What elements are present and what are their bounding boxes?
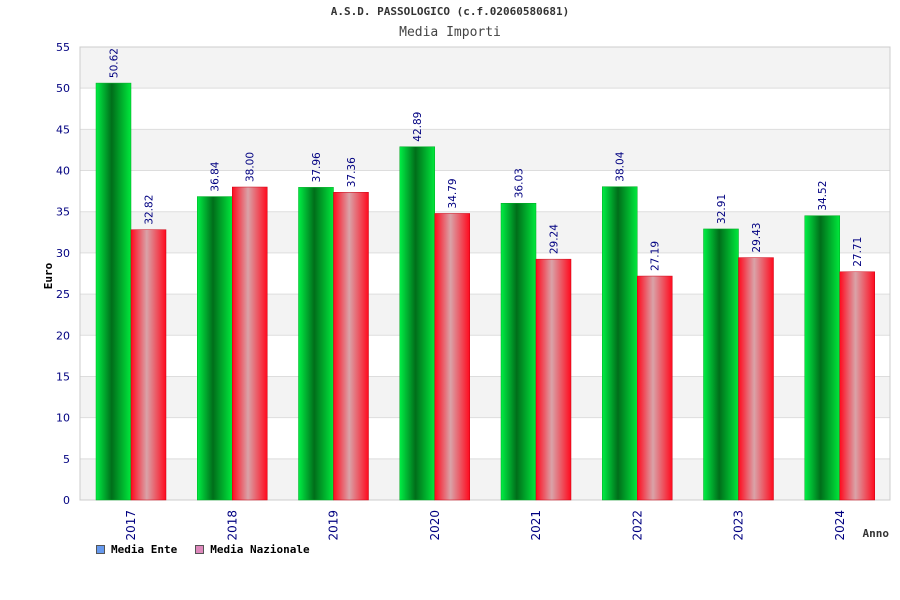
bar-media-ente: [197, 196, 233, 501]
x-tick-label: 2021: [529, 510, 543, 541]
data-label: 32.82: [144, 195, 156, 225]
data-label: 27.19: [650, 241, 662, 271]
y-tick-label: 10: [56, 412, 70, 425]
data-label: 27.71: [852, 237, 864, 267]
x-tick-label: 2019: [327, 510, 341, 541]
grid-band: [80, 129, 890, 171]
y-tick-label: 25: [56, 288, 70, 301]
data-label: 37.96: [311, 152, 323, 182]
bar-media-nazionale: [333, 192, 369, 501]
bar-media-ente: [95, 82, 132, 501]
data-label: 29.24: [549, 224, 561, 254]
bar-media-nazionale: [738, 257, 774, 501]
bar-media-nazionale: [535, 258, 572, 501]
legend: Media Ente Media Nazionale: [96, 543, 310, 556]
chart-title: A.S.D. PASSOLOGICO (c.f.02060580681): [330, 5, 570, 18]
data-label: 34.52: [817, 181, 829, 211]
data-label: 36.84: [210, 161, 222, 191]
x-axis-label: Anno: [863, 527, 890, 540]
bar-media-nazionale: [637, 275, 673, 501]
data-label: 50.62: [109, 48, 121, 78]
data-label: 42.89: [412, 112, 424, 142]
data-label: 37.36: [346, 157, 358, 187]
data-label: 38.04: [615, 151, 627, 181]
bar-media-ente: [500, 202, 537, 501]
plot-frame: [79, 46, 891, 501]
legend-swatch-media-nazionale: [195, 545, 205, 554]
legend-label-media-nazionale: Media Nazionale: [210, 543, 310, 556]
data-label: 38.00: [245, 152, 257, 182]
y-tick-label: 5: [63, 453, 70, 466]
y-tick-label: 15: [56, 370, 70, 383]
x-tick-label: 2022: [630, 510, 644, 541]
bar-media-ente: [298, 187, 334, 501]
data-label: 36.03: [514, 168, 526, 198]
y-tick-label: 45: [56, 123, 70, 136]
y-tick-label: 35: [56, 206, 70, 219]
x-tick-label: 2023: [732, 510, 746, 541]
bar-media-nazionale: [839, 271, 875, 501]
bar-media-ente: [703, 228, 739, 501]
y-axis-label: Euro: [42, 262, 55, 289]
bar-media-ente: [804, 215, 840, 501]
x-tick-label: 2024: [833, 510, 847, 541]
y-tick-label: 0: [63, 494, 70, 507]
bar-media-ente: [399, 146, 435, 501]
grid-band: [80, 47, 890, 89]
bar-media-ente: [602, 186, 638, 501]
bar-media-nazionale: [434, 213, 470, 501]
bar-media-nazionale: [130, 229, 167, 501]
legend-swatch-media-ente: [96, 545, 105, 554]
y-tick-label: 20: [56, 329, 70, 342]
data-label: 29.43: [751, 223, 763, 253]
legend-label-media-ente: Media Ente: [111, 543, 178, 556]
x-tick-label: 2017: [124, 510, 138, 541]
data-label: 34.79: [447, 178, 459, 208]
chart-subtitle: Media Importi: [399, 25, 501, 40]
bar-media-nazionale: [232, 186, 268, 501]
y-tick-label: 40: [56, 165, 70, 178]
y-tick-label: 55: [56, 41, 70, 54]
x-tick-label: 2018: [225, 510, 239, 541]
y-tick-label: 50: [56, 82, 70, 95]
x-tick-label: 2020: [428, 510, 442, 541]
data-label: 32.91: [716, 194, 728, 224]
y-tick-label: 30: [56, 247, 70, 260]
legend-item-media-ente: Media Ente: [96, 543, 177, 556]
legend-item-media-nazionale: Media Nazionale: [195, 543, 310, 556]
